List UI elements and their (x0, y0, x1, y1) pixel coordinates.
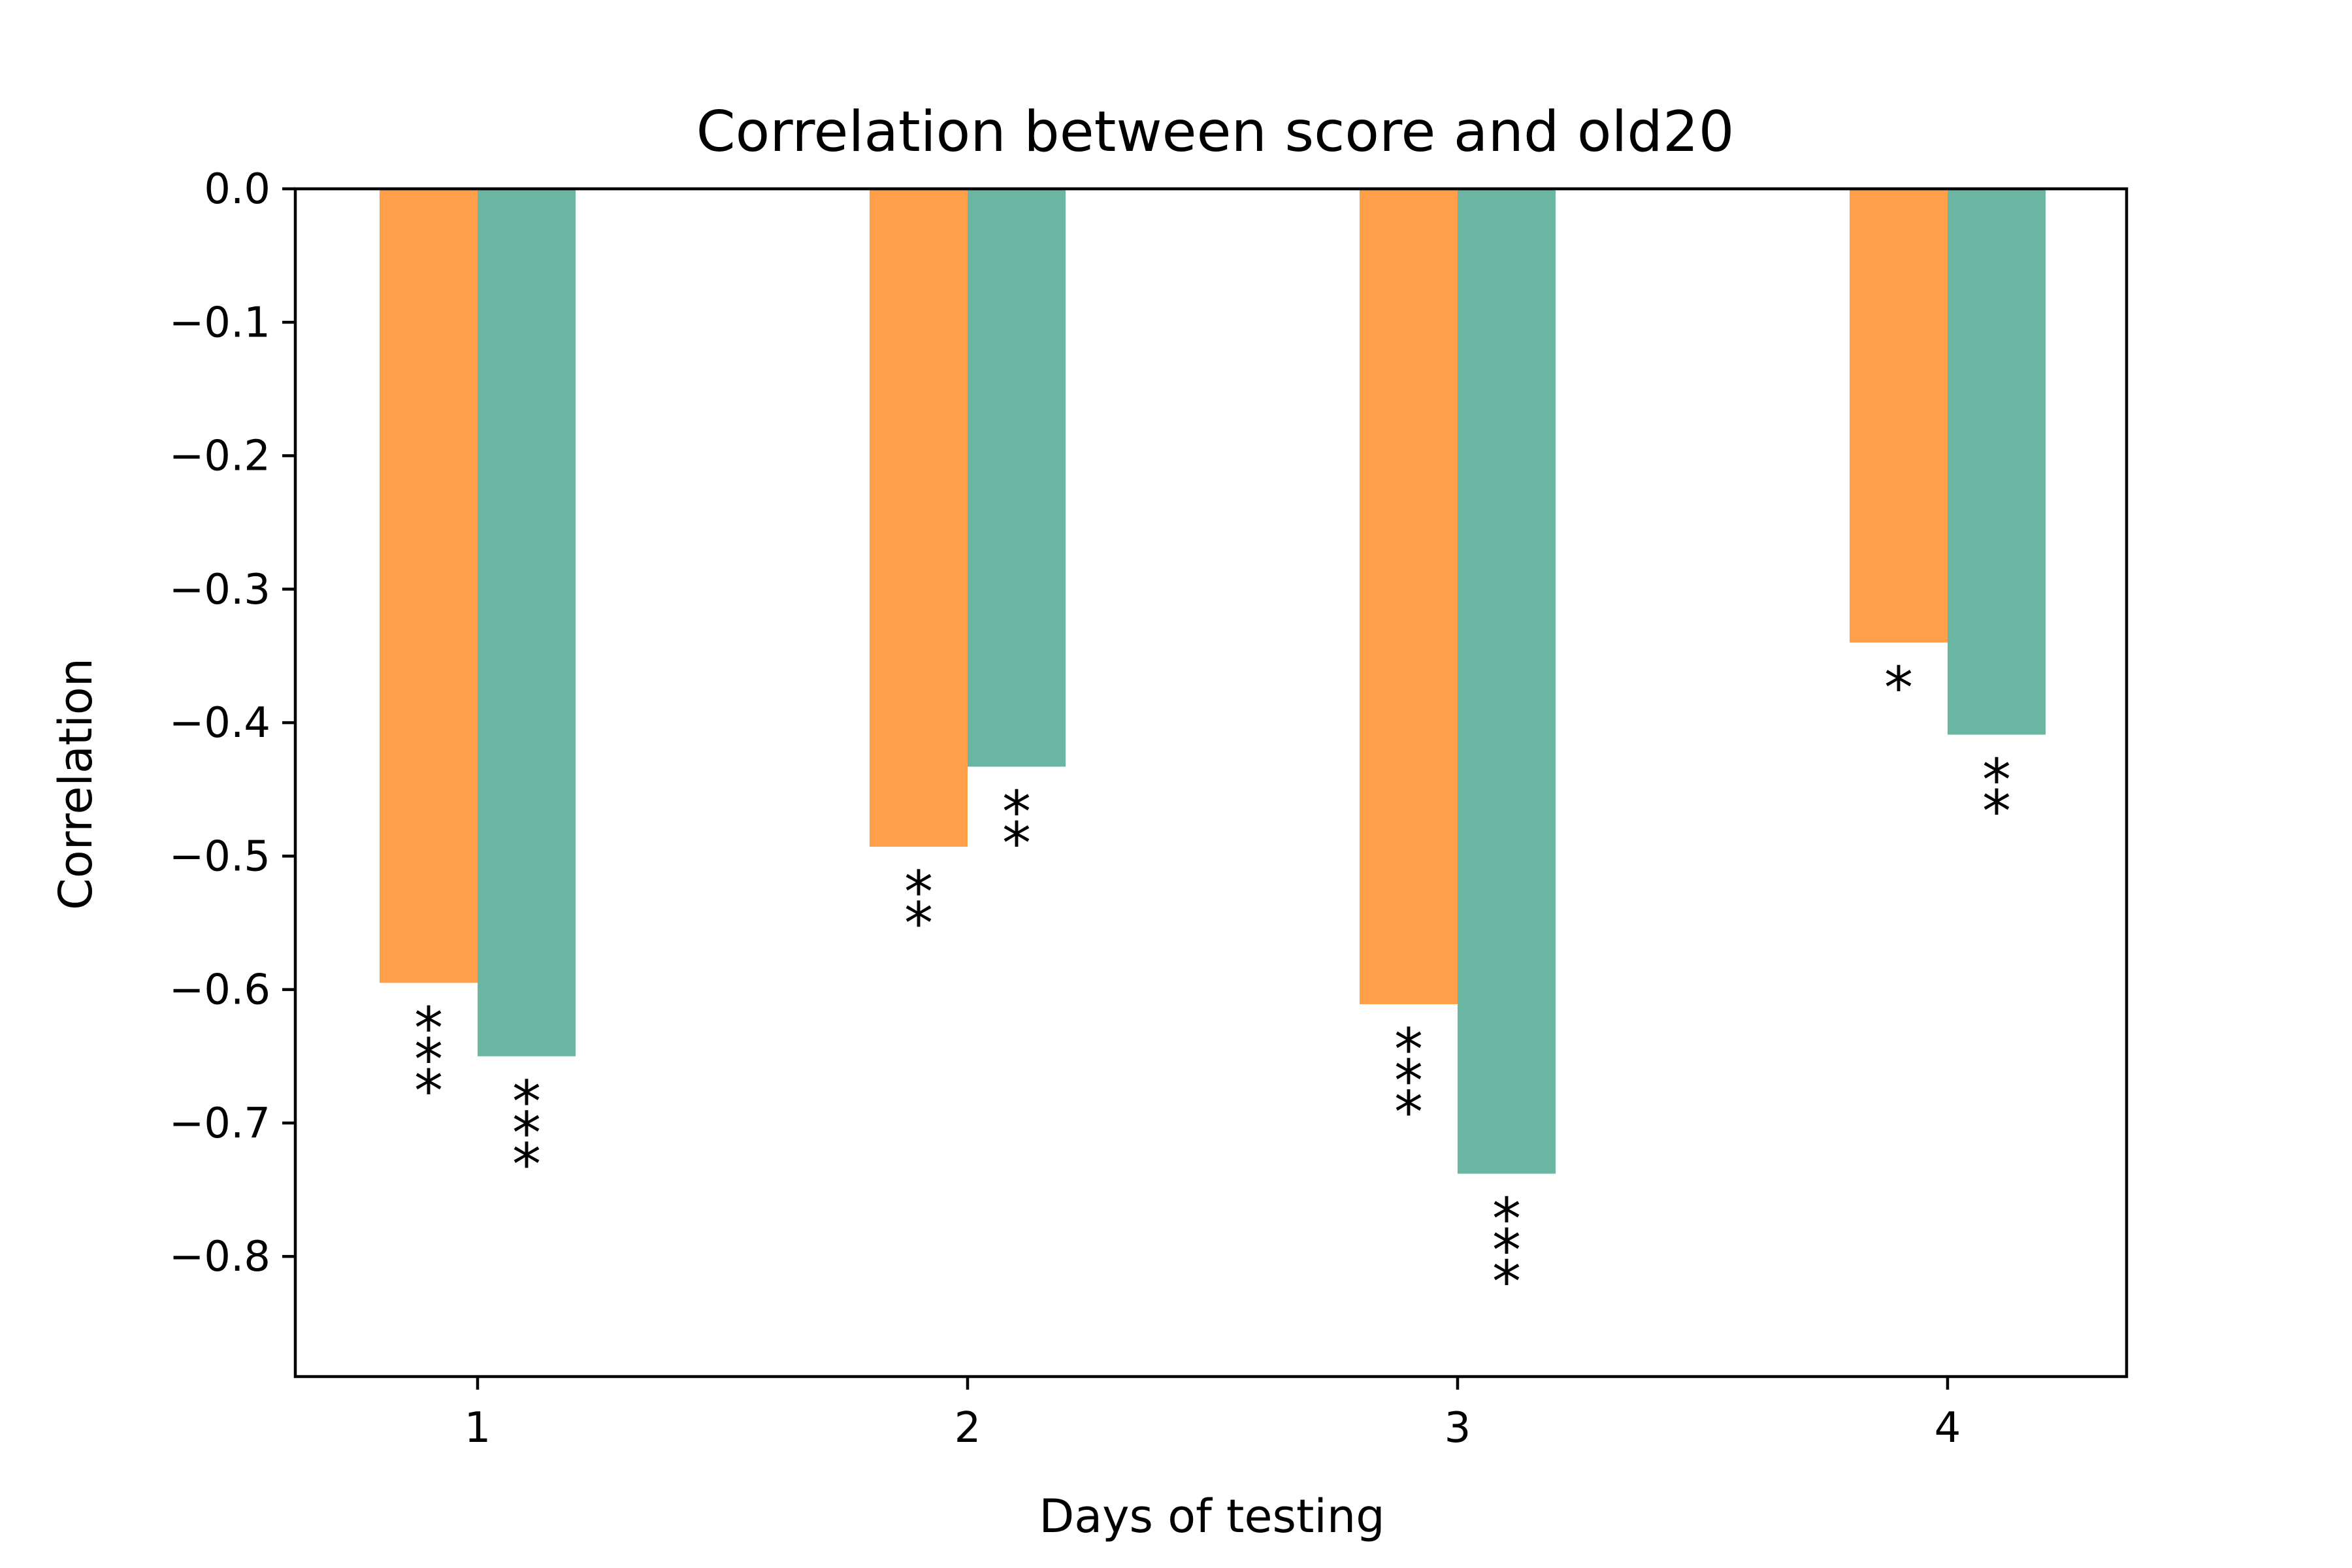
significance-star: * (414, 1057, 443, 1124)
significance-star: * (512, 1131, 541, 1198)
significance-star: * (414, 994, 443, 1062)
significance-star: * (1002, 778, 1031, 845)
y-axis-label: Correlation (49, 658, 103, 910)
y-tick-label: −0.7 (169, 1100, 270, 1148)
chart-title: Correlation between score and old20 (696, 99, 1735, 165)
significance-star: * (1492, 1217, 1521, 1284)
significance-mark-s2-day-4: ** (1982, 746, 2011, 845)
bar-s2-day-2 (968, 189, 1066, 767)
significance-star: * (1884, 655, 1913, 722)
x-tick-label: 4 (1935, 1404, 1961, 1452)
significance-mark-s1-day-4: * (1884, 655, 1913, 722)
significance-mark-s1-day-1: *** (414, 994, 443, 1124)
x-axis-label: Days of testing (1039, 1490, 1384, 1543)
y-tick-label: −0.6 (169, 966, 270, 1015)
significance-star: * (1394, 1079, 1423, 1146)
x-tick-label: 1 (465, 1404, 491, 1452)
y-tick-label: −0.3 (169, 566, 270, 614)
y-tick-label: −0.8 (169, 1233, 270, 1281)
significance-star: * (512, 1100, 541, 1167)
y-tick-label: −0.4 (169, 699, 270, 747)
y-tick-label: −0.5 (169, 832, 270, 881)
significance-star: * (1982, 746, 2011, 813)
bar-s1-day-1 (380, 189, 478, 983)
x-axis: 1 2 3 4 (465, 1377, 1961, 1452)
significance-mark-s1-day-2: ** (904, 858, 933, 957)
significance-star: * (1492, 1186, 1521, 1253)
bar-s2-day-3 (1458, 189, 1556, 1174)
significance-star: * (1492, 1249, 1521, 1316)
x-tick-label: 2 (955, 1404, 981, 1452)
y-tick-label: 0.0 (204, 165, 270, 214)
y-tick-label: −0.1 (169, 299, 270, 347)
significance-star: * (904, 858, 933, 926)
bar-s1-day-2 (870, 189, 968, 847)
bar-s2-day-1 (478, 189, 576, 1056)
bar-s1-day-4 (1850, 189, 1948, 643)
x-tick-label: 3 (1445, 1404, 1471, 1452)
bar-s1-day-3 (1360, 189, 1458, 1005)
significance-mark-s1-day-3: *** (1394, 1016, 1423, 1146)
significance-star: * (1002, 809, 1031, 877)
significance-star: * (512, 1068, 541, 1135)
bar-s2-day-4 (1948, 189, 2046, 735)
significance-star: * (1394, 1047, 1423, 1115)
bars-layer (380, 189, 2046, 1174)
y-axis: 0.0 −0.1 −0.2 −0.3 −0.4 −0.5 −0.6 −0.7 −0.8 (169, 165, 295, 1281)
significance-star: * (904, 890, 933, 957)
significance-star: * (1394, 1016, 1423, 1083)
significance-mark-s2-day-1: *** (512, 1068, 541, 1198)
plot-area-frame (293, 187, 2129, 1379)
significance-layer: ******************* (414, 655, 2011, 1316)
y-tick-label: −0.2 (169, 433, 270, 481)
significance-star: * (414, 1026, 443, 1093)
significance-mark-s2-day-3: *** (1492, 1186, 1521, 1316)
significance-star: * (1982, 777, 2011, 845)
significance-mark-s2-day-2: ** (1002, 778, 1031, 877)
